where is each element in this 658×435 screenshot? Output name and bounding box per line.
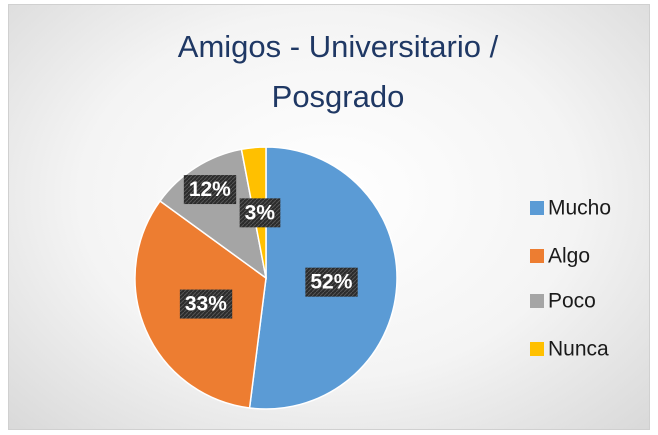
- legend-swatch: [530, 342, 544, 356]
- data-label: 12%: [189, 178, 231, 201]
- data-label-box: [183, 175, 237, 205]
- chart-title: Amigos - Universitario / Posgrado: [177, 29, 499, 114]
- data-label: 33%: [185, 293, 227, 316]
- legend-label: Nunca: [548, 338, 609, 361]
- data-label-group: 3%: [239, 198, 281, 228]
- data-label-box: [179, 289, 233, 319]
- data-label-group: 52%: [305, 267, 358, 297]
- legend-label: Mucho: [548, 197, 611, 220]
- data-label-box: [305, 267, 358, 297]
- legend-label: Algo: [548, 245, 590, 268]
- legend-label: Poco: [548, 290, 596, 313]
- legend-swatch: [530, 249, 544, 263]
- data-label: 52%: [310, 271, 352, 294]
- legend-swatch: [530, 201, 544, 215]
- data-label: 3%: [245, 201, 276, 224]
- data-label-group: 12%: [183, 175, 237, 205]
- legend-swatch: [530, 294, 544, 308]
- data-label-box: [239, 198, 281, 228]
- data-label-group: 33%: [179, 289, 233, 319]
